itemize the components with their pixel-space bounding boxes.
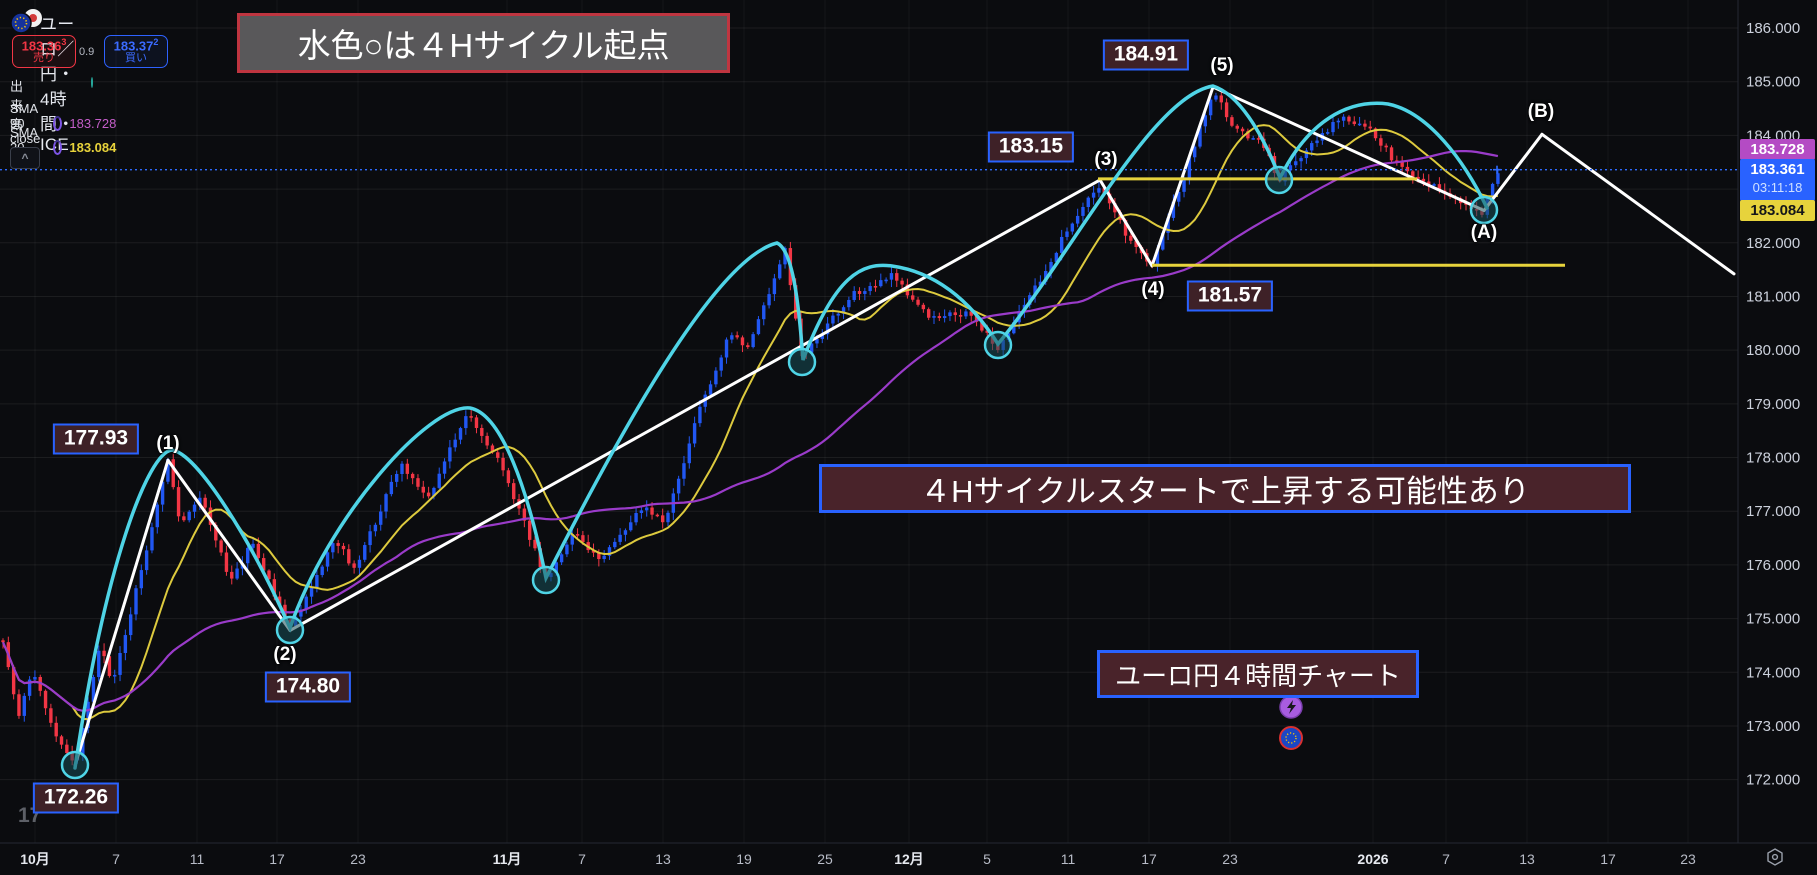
last-price-value: 183.361	[1750, 161, 1805, 178]
time-axis-tick[interactable]: 25	[817, 851, 833, 867]
price-label-box[interactable]: 181.57	[1186, 280, 1274, 312]
cycle-origin-circles[interactable]	[60, 165, 1499, 780]
time-axis-tick[interactable]: 23	[1222, 851, 1238, 867]
axis-settings-gear-icon[interactable]	[1767, 848, 1783, 866]
pane-collapse-caret[interactable]: ^	[10, 147, 40, 169]
time-axis-tick[interactable]: 17	[1141, 851, 1157, 867]
cycle-origin-circle	[983, 330, 1013, 360]
time-axis-tick[interactable]: 17	[269, 851, 285, 867]
time-axis-tick[interactable]: 17	[1600, 851, 1616, 867]
volume-legend-row[interactable]: 出来高	[10, 79, 24, 132]
elliott-wave-label[interactable]: (3)	[1094, 149, 1118, 170]
time-axis-tick[interactable]: 7	[112, 851, 120, 867]
price-axis-tick[interactable]: 174.000	[1746, 664, 1800, 681]
price-axis-tick[interactable]: 185.000	[1746, 74, 1800, 91]
time-axis-tick[interactable]: 13	[1519, 851, 1535, 867]
price-label-box[interactable]: 174.80	[264, 671, 352, 703]
trendlines[interactable]	[73, 85, 1736, 768]
elliott-wave-label[interactable]: (B)	[1527, 101, 1555, 122]
time-axis-tick[interactable]: 5	[983, 851, 991, 867]
annotation-cycle-start-forecast[interactable]: ４Hサイクルスタートで上昇する可能性あり	[819, 464, 1631, 513]
cycle-origin-circle	[787, 347, 817, 377]
market-open-icon[interactable]	[90, 77, 94, 88]
sma20-value: 183.084	[69, 140, 117, 155]
buy-button[interactable]: 183.372 買い	[104, 35, 168, 68]
price-axis-tick[interactable]: 175.000	[1746, 611, 1800, 628]
time-axis-tick[interactable]: 7	[578, 851, 586, 867]
symbol-flags-icon	[8, 6, 42, 34]
elliott-wave-label[interactable]: (5)	[1210, 55, 1234, 76]
sma90-name: SMA 90 close	[10, 101, 41, 146]
sell-label: 売り	[33, 52, 55, 65]
elliott-wave-label[interactable]: (4)	[1141, 279, 1165, 300]
elliott-wave-label[interactable]: (A)	[1470, 222, 1498, 243]
sma90-axis-label: 183.728	[1740, 139, 1815, 160]
time-axis-tick[interactable]: 23	[1680, 851, 1696, 867]
time-axis-tick[interactable]: 11	[190, 851, 205, 867]
cycle-origin-circle	[60, 750, 90, 780]
sma-loading-icon	[53, 140, 63, 155]
footer-icons: 17	[18, 695, 1783, 866]
time-axis-tick[interactable]: 12月	[894, 851, 924, 867]
eu-flag-event-icon[interactable]	[1279, 726, 1303, 750]
price-axis-tick[interactable]: 180.000	[1746, 342, 1800, 359]
price-axis-tick[interactable]: 186.000	[1746, 20, 1800, 37]
last-price-axis-label: 183.361 03:11:18	[1740, 159, 1815, 201]
price-axis-tick[interactable]: 182.000	[1746, 235, 1800, 252]
price-axis-tick[interactable]: 181.000	[1746, 288, 1800, 305]
time-axis-tick[interactable]: 11	[1061, 851, 1076, 867]
sma90-legend-row[interactable]: SMA 90 close 183.728	[10, 101, 116, 146]
price-axis-tick[interactable]: 172.000	[1746, 772, 1800, 789]
cycle-curve[interactable]	[73, 84, 1489, 770]
buy-label: 買い	[125, 52, 147, 65]
price-axis-tick[interactable]: 176.000	[1746, 557, 1800, 574]
cycle-origin-circle	[1264, 165, 1294, 195]
sell-button[interactable]: 183.363 売り	[12, 35, 76, 68]
annotation-chart-title[interactable]: ユーロ円４時間チャート	[1097, 650, 1419, 698]
lightning-event-icon[interactable]	[1279, 695, 1303, 719]
price-axis-tick[interactable]: 173.000	[1746, 718, 1800, 735]
sma90-line[interactable]	[1, 150, 1499, 712]
time-axis-tick[interactable]: 23	[350, 851, 366, 867]
bar-countdown: 03:11:18	[1752, 179, 1803, 195]
cycle-origin-circle	[275, 615, 305, 645]
sma90-value: 183.728	[69, 116, 117, 131]
time-axis-tick[interactable]: 11月	[493, 851, 522, 867]
price-label-box[interactable]: 183.15	[987, 131, 1075, 163]
time-axis-tick[interactable]: 19	[736, 851, 752, 867]
price-label-box[interactable]: 184.91	[1102, 39, 1190, 71]
price-label-box[interactable]: 172.26	[32, 782, 120, 814]
elliott-wave-label[interactable]: (2)	[273, 644, 297, 665]
time-axis-tick[interactable]: 2026	[1357, 851, 1388, 867]
annotation-cycle-origin[interactable]: 水色○は４Hサイクル起点	[237, 13, 730, 73]
cycle-origin-circle	[531, 565, 561, 595]
price-axis-tick[interactable]: 178.000	[1746, 450, 1800, 467]
cycle-origin-circle	[1469, 195, 1499, 225]
spread-value: 0.9	[79, 46, 95, 58]
sma20-line[interactable]	[2, 124, 1499, 721]
price-axis-tick[interactable]: 177.000	[1746, 503, 1800, 520]
sma-loading-icon	[53, 116, 63, 131]
sma20-axis-label: 183.084	[1740, 200, 1815, 221]
price-label-box[interactable]: 177.93	[52, 423, 140, 455]
time-axis-tick[interactable]: 13	[655, 851, 671, 867]
time-axis-tick[interactable]: 7	[1442, 851, 1450, 867]
elliott-wave-label[interactable]: (1)	[156, 433, 180, 454]
price-axis-tick[interactable]: 179.000	[1746, 396, 1800, 413]
time-axis-tick[interactable]: 10月	[20, 851, 50, 867]
